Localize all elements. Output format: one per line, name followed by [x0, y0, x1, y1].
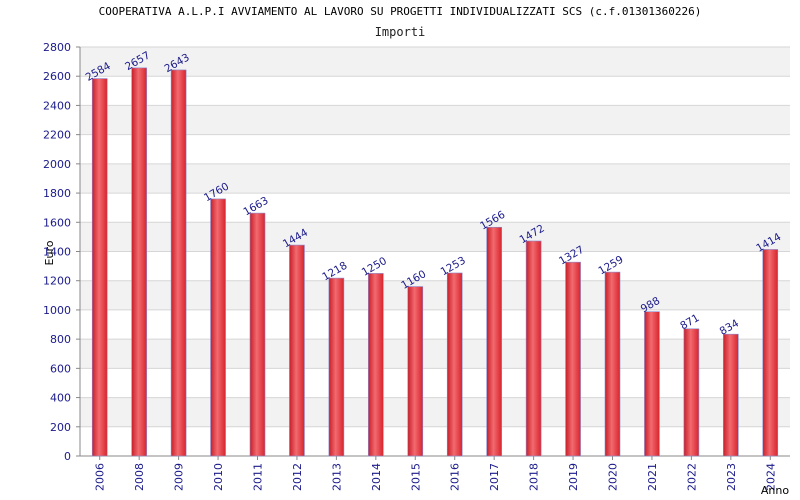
y-tick-label: 0 — [64, 450, 71, 463]
bar — [565, 261, 581, 457]
y-tick-label: 2800 — [43, 41, 71, 54]
bar — [683, 328, 700, 457]
chart-title: COOPERATIVA A.L.P.I AVVIAMENTO AL LAVORO… — [98, 5, 702, 18]
bar — [446, 272, 463, 457]
x-tick-label: 2022 — [685, 463, 698, 491]
y-axis-label: Euro — [43, 240, 56, 265]
x-axis-label: Anno — [761, 484, 789, 497]
bar — [368, 273, 384, 457]
y-tick-label: 1800 — [43, 187, 71, 200]
x-tick-label: 2010 — [212, 463, 225, 491]
grid-band — [80, 47, 790, 77]
y-tick-label: 2200 — [43, 129, 71, 142]
x-tick-label: 2013 — [330, 463, 343, 491]
y-tick-label: 200 — [50, 421, 71, 434]
grid-band — [80, 280, 790, 310]
bar — [210, 198, 226, 457]
x-tick-label: 2016 — [449, 463, 462, 491]
bar — [249, 212, 266, 457]
y-tick-label: 2600 — [43, 70, 71, 83]
bar — [131, 67, 147, 457]
bar — [407, 286, 424, 457]
bar — [525, 240, 542, 457]
x-tick-label: 2015 — [409, 463, 422, 491]
x-tick-label: 2018 — [528, 463, 541, 491]
x-tick-label: 2006 — [94, 463, 107, 491]
x-tick-label: 2017 — [488, 463, 501, 491]
x-tick-label: 2009 — [173, 463, 186, 491]
y-tick-label: 800 — [50, 333, 71, 346]
x-tick-label: 2020 — [607, 463, 620, 491]
bar — [723, 333, 739, 457]
y-tick-label: 1000 — [43, 304, 71, 317]
y-tick-label: 1400 — [43, 246, 71, 259]
grid-band — [80, 339, 790, 369]
bar — [644, 311, 660, 457]
grid-band — [80, 222, 790, 252]
y-tick-label: 2000 — [43, 158, 71, 171]
x-tick-label: 2011 — [252, 463, 265, 491]
bar — [762, 249, 779, 457]
bar — [604, 271, 621, 457]
bar — [328, 277, 345, 457]
x-tick-label: 2008 — [133, 463, 146, 491]
x-tick-label: 2019 — [567, 463, 580, 491]
bar — [170, 69, 187, 457]
x-tick-label: 2012 — [291, 463, 304, 491]
y-tick-label: 1600 — [43, 216, 71, 229]
grid-band — [80, 397, 790, 427]
x-tick-label: 2021 — [646, 463, 659, 491]
bar — [289, 244, 305, 457]
bar — [91, 78, 108, 457]
y-tick-label: 2400 — [43, 99, 71, 112]
bar — [486, 226, 502, 457]
chart-subtitle: Importi — [374, 25, 426, 39]
x-tick-label: 2024 — [764, 463, 777, 491]
y-tick-label: 400 — [50, 392, 71, 405]
y-tick-label: 600 — [50, 362, 71, 375]
x-tick-label: 2023 — [725, 463, 738, 491]
grid-band — [80, 105, 790, 135]
x-tick-label: 2014 — [370, 463, 383, 491]
y-tick-label: 1200 — [43, 275, 71, 288]
grid-band — [80, 163, 790, 194]
